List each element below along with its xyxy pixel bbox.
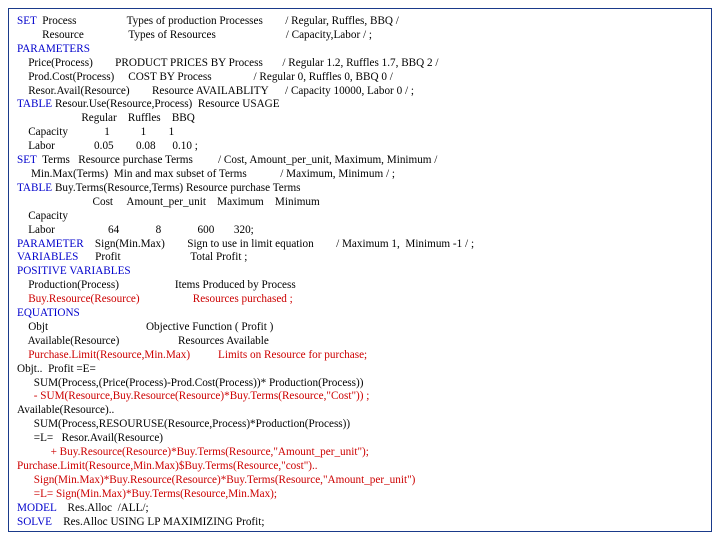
keyword-text: SET — [17, 154, 37, 166]
keyword-text: PARAMETERS — [17, 43, 90, 55]
code-text: Objt Objective Function ( Profit ) — [17, 321, 273, 333]
code-line: Resor.Avail(Resource) Resource AVAILABLI… — [17, 85, 703, 99]
highlight-text: $Buy.Terms(Resource,"cost").. — [179, 460, 318, 472]
highlight-text: Purchase.Limit(Resource,Min.Max) — [17, 460, 179, 472]
code-line: =L= Resor.Avail(Resource) — [17, 432, 703, 446]
code-text: Production(Process) Items Produced by Pr… — [17, 279, 296, 291]
code-text: Resour.Use(Resource,Process) Resource US… — [52, 98, 279, 110]
code-line: Min.Max(Terms) Min and max subset of Ter… — [17, 168, 703, 182]
code-text: Capacity — [17, 210, 68, 222]
code-text: Min.Max(Terms) Min and max subset of Ter… — [17, 168, 395, 180]
keyword-text: VARIABLES — [17, 251, 78, 263]
keyword-text: TABLE — [17, 182, 52, 194]
code-line: Resource Types of Resources / Capacity,L… — [17, 29, 703, 43]
code-text: Res.Alloc USING LP MAXIMIZING Profit; — [52, 516, 264, 528]
keyword-text: SET — [17, 15, 37, 27]
highlight-text: Buy.Resource(Resource) — [28, 293, 139, 305]
code-text: Regular Ruffles BBQ — [17, 112, 195, 124]
code-line: Objt.. Profit =E= — [17, 363, 703, 377]
code-line: Regular Ruffles BBQ — [17, 112, 703, 126]
code-line: Buy.Resource(Resource) Resources purchas… — [17, 293, 703, 307]
code-text — [17, 293, 28, 305]
code-text — [17, 446, 51, 458]
highlight-text: Sign(Min.Max)*Buy.Resource(Resource)*Buy… — [34, 474, 416, 486]
code-text: =L= Resor.Avail(Resource) — [17, 432, 163, 444]
code-text: Available(Resource).. — [17, 404, 114, 416]
code-line: Purchase.Limit(Resource,Min.Max) Limits … — [17, 349, 703, 363]
highlight-text: + Buy.Resource(Resource)*Buy.Terms(Resou… — [51, 446, 369, 458]
code-text: Buy.Terms(Resource,Terms) Resource purch… — [52, 182, 300, 194]
code-listing-box: SET Process Types of production Processe… — [8, 8, 712, 532]
code-text — [17, 390, 34, 402]
code-line: SET Process Types of production Processe… — [17, 15, 703, 29]
code-text — [190, 349, 218, 361]
code-text: Sign(Min.Max) Sign to use in limit equat… — [84, 238, 474, 250]
code-text: Prod.Cost(Process) COST BY Process / Reg… — [17, 71, 393, 83]
code-line: PARAMETER Sign(Min.Max) Sign to use in l… — [17, 238, 703, 252]
code-line: TABLE Buy.Terms(Resource,Terms) Resource… — [17, 182, 703, 196]
code-line: Objt Objective Function ( Profit ) — [17, 321, 703, 335]
code-line: Prod.Cost(Process) COST BY Process / Reg… — [17, 71, 703, 85]
code-text: Available(Resource) Resources Available — [17, 335, 269, 347]
keyword-text: MODEL — [17, 502, 56, 514]
code-line: Cost Amount_per_unit Maximum Minimum — [17, 196, 703, 210]
code-text: Process Types of production Processes / … — [37, 15, 399, 27]
code-line: Sign(Min.Max)*Buy.Resource(Resource)*Buy… — [17, 474, 703, 488]
code-text: Resor.Avail(Resource) Resource AVAILABLI… — [17, 85, 414, 97]
code-line: Labor 0.05 0.08 0.10 ; — [17, 140, 703, 154]
code-line: Purchase.Limit(Resource,Min.Max)$Buy.Ter… — [17, 460, 703, 474]
code-line: EQUATIONS — [17, 307, 703, 321]
code-text: Terms Resource purchase Terms / Cost, Am… — [37, 154, 438, 166]
code-text: Profit Total Profit ; — [78, 251, 247, 263]
code-text — [17, 349, 28, 361]
code-line: Price(Process) PRODUCT PRICES BY Process… — [17, 57, 703, 71]
code-line: Labor 64 8 600 320; — [17, 224, 703, 238]
code-line: Available(Resource) Resources Available — [17, 335, 703, 349]
code-line: POSITIVE VARIABLES — [17, 265, 703, 279]
code-line: VARIABLES Profit Total Profit ; — [17, 251, 703, 265]
slide-page: SET Process Types of production Processe… — [0, 0, 720, 540]
code-text: Capacity 1 1 1 — [17, 126, 174, 138]
code-line: =L= Sign(Min.Max)*Buy.Terms(Resource,Min… — [17, 488, 703, 502]
code-text: Res.Alloc /ALL/; — [56, 502, 148, 514]
code-line: PARAMETERS — [17, 43, 703, 57]
code-line: SET Terms Resource purchase Terms / Cost… — [17, 154, 703, 168]
code-text: Cost Amount_per_unit Maximum Minimum — [17, 196, 320, 208]
code-text: Price(Process) PRODUCT PRICES BY Process… — [17, 57, 439, 69]
code-text: SUM(Process,(Price(Process)-Prod.Cost(Pr… — [17, 377, 363, 389]
code-line: SOLVE Res.Alloc USING LP MAXIMIZING Prof… — [17, 516, 703, 530]
code-text — [17, 474, 34, 486]
keyword-text: TABLE — [17, 98, 52, 110]
highlight-text: - SUM(Resource,Buy.Resource(Resource)*Bu… — [34, 390, 370, 402]
code-line: Capacity 1 1 1 — [17, 126, 703, 140]
code-line: Available(Resource).. — [17, 404, 703, 418]
code-text: SUM(Process,RESOURUSE(Resource,Process)*… — [17, 418, 350, 430]
code-text — [140, 293, 193, 305]
code-line: - SUM(Resource,Buy.Resource(Resource)*Bu… — [17, 390, 703, 404]
highlight-text: Purchase.Limit(Resource,Min.Max) — [28, 349, 190, 361]
keyword-text: PARAMETER — [17, 238, 84, 250]
code-text: Labor 0.05 0.08 0.10 ; — [17, 140, 198, 152]
code-text — [17, 488, 34, 500]
code-text: Labor 64 8 600 320; — [17, 224, 254, 236]
code-line: Production(Process) Items Produced by Pr… — [17, 279, 703, 293]
code-text: Objt.. Profit =E= — [17, 363, 96, 375]
highlight-text: Resources purchased ; — [193, 293, 293, 305]
code-line: SUM(Process,(Price(Process)-Prod.Cost(Pr… — [17, 377, 703, 391]
code-line: + Buy.Resource(Resource)*Buy.Terms(Resou… — [17, 446, 703, 460]
keyword-text: SOLVE — [17, 516, 52, 528]
code-line: SUM(Process,RESOURUSE(Resource,Process)*… — [17, 418, 703, 432]
code-line: TABLE Resour.Use(Resource,Process) Resou… — [17, 98, 703, 112]
code-line: MODEL Res.Alloc /ALL/; — [17, 502, 703, 516]
keyword-text: POSITIVE VARIABLES — [17, 265, 131, 277]
code-line: Capacity — [17, 210, 703, 224]
keyword-text: EQUATIONS — [17, 307, 80, 319]
code-text: Resource Types of Resources / Capacity,L… — [17, 29, 372, 41]
highlight-text: Limits on Resource for purchase; — [218, 349, 367, 361]
highlight-text: =L= Sign(Min.Max)*Buy.Terms(Resource,Min… — [34, 488, 277, 500]
